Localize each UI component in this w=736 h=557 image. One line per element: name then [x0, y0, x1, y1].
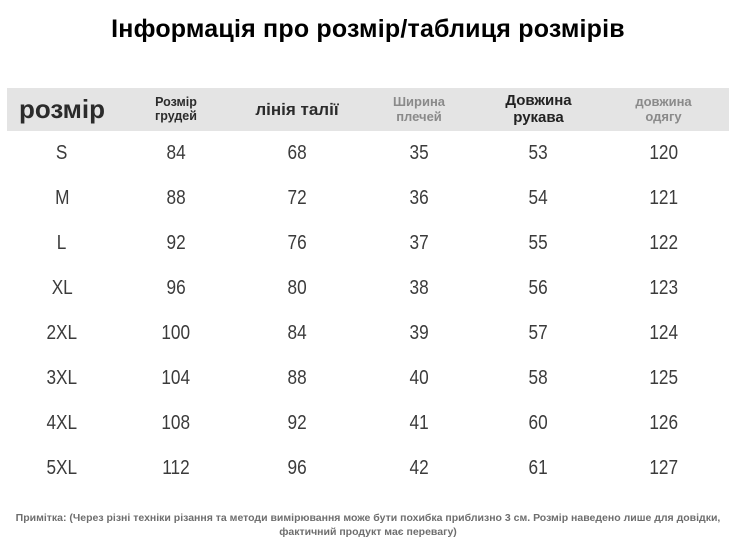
- cell-waist: 80: [287, 277, 307, 299]
- column-header-sleeve-length: Довжина рукава: [505, 92, 572, 126]
- table-row-2xl: 2XL 100 84 39 57 124: [7, 311, 729, 356]
- cell-shoulder: 38: [409, 277, 429, 299]
- table-row-4xl: 4XL 108 92 41 60 126: [7, 401, 729, 446]
- size-label: M: [54, 187, 70, 209]
- cell-shoulder: 37: [409, 232, 429, 254]
- size-label: XL: [51, 277, 73, 299]
- cell-shoulder: 41: [409, 412, 429, 434]
- cell-sleeve: 61: [528, 457, 549, 479]
- size-label: 3XL: [46, 367, 78, 389]
- note-line-1: Примітка: (Через різні техніки різання т…: [15, 512, 721, 524]
- cell-waist: 88: [287, 367, 307, 389]
- size-label: L: [57, 232, 67, 254]
- cell-sleeve: 58: [528, 367, 549, 389]
- cell-length: 120: [649, 142, 678, 164]
- cell-waist: 76: [287, 232, 307, 254]
- cell-shoulder: 39: [409, 322, 429, 344]
- cell-waist: 68: [287, 142, 307, 164]
- cell-chest: 88: [166, 187, 186, 209]
- cell-chest: 108: [161, 412, 191, 434]
- size-label: 5XL: [46, 457, 78, 479]
- cell-length: 125: [649, 367, 678, 389]
- cell-length: 123: [649, 277, 678, 299]
- measurement-note: Примітка: (Через різні техніки різання т…: [0, 512, 736, 539]
- table-row-s: S 84 68 35 53 120: [7, 131, 729, 176]
- table-row-xl: XL 96 80 38 56 123: [7, 266, 729, 311]
- cell-chest: 96: [166, 277, 186, 299]
- cell-length: 126: [649, 412, 678, 434]
- cell-sleeve: 57: [528, 322, 549, 344]
- column-header-shoulder-width: Ширина плечей: [392, 94, 446, 124]
- column-header-size: розмір: [18, 94, 106, 124]
- cell-chest: 100: [161, 322, 191, 344]
- size-label: 4XL: [46, 412, 78, 434]
- column-header-garment-length: довжина одягу: [635, 94, 692, 124]
- size-label: S: [56, 142, 68, 164]
- cell-length: 124: [649, 322, 678, 344]
- cell-chest: 84: [166, 142, 186, 164]
- table-header-row: розмір Розмір грудей лінія талії Ширина …: [7, 88, 729, 131]
- size-label: 2XL: [46, 322, 78, 344]
- cell-shoulder: 40: [409, 367, 429, 389]
- cell-waist: 96: [287, 457, 307, 479]
- cell-chest: 104: [161, 367, 191, 389]
- table-row-5xl: 5XL 112 96 42 61 127: [7, 446, 729, 491]
- cell-sleeve: 54: [528, 187, 549, 209]
- cell-chest: 92: [166, 232, 186, 254]
- column-header-chest: Розмір грудей: [155, 95, 197, 123]
- table-row-l: L 92 76 37 55 122: [7, 221, 729, 266]
- cell-shoulder: 36: [409, 187, 429, 209]
- cell-waist: 72: [287, 187, 307, 209]
- page-title: Інформація про розмір/таблиця розмірів: [111, 15, 625, 43]
- column-header-waist: лінія талії: [255, 99, 339, 119]
- cell-sleeve: 55: [528, 232, 549, 254]
- cell-chest: 112: [162, 457, 190, 479]
- cell-shoulder: 35: [409, 142, 429, 164]
- cell-sleeve: 56: [528, 277, 549, 299]
- table-row-3xl: 3XL 104 88 40 58 125: [7, 356, 729, 401]
- cell-waist: 84: [287, 322, 307, 344]
- cell-shoulder: 42: [409, 457, 429, 479]
- cell-waist: 92: [287, 412, 307, 434]
- note-line-2: фактичний продукт має перевагу): [279, 525, 457, 538]
- cell-length: 121: [649, 187, 678, 209]
- table-row-m: M 88 72 36 54 121: [7, 176, 729, 221]
- size-table: розмір Розмір грудей лінія талії Ширина …: [7, 88, 729, 491]
- cell-length: 127: [649, 457, 678, 479]
- cell-length: 122: [649, 232, 678, 254]
- cell-sleeve: 53: [528, 142, 549, 164]
- cell-sleeve: 60: [528, 412, 549, 434]
